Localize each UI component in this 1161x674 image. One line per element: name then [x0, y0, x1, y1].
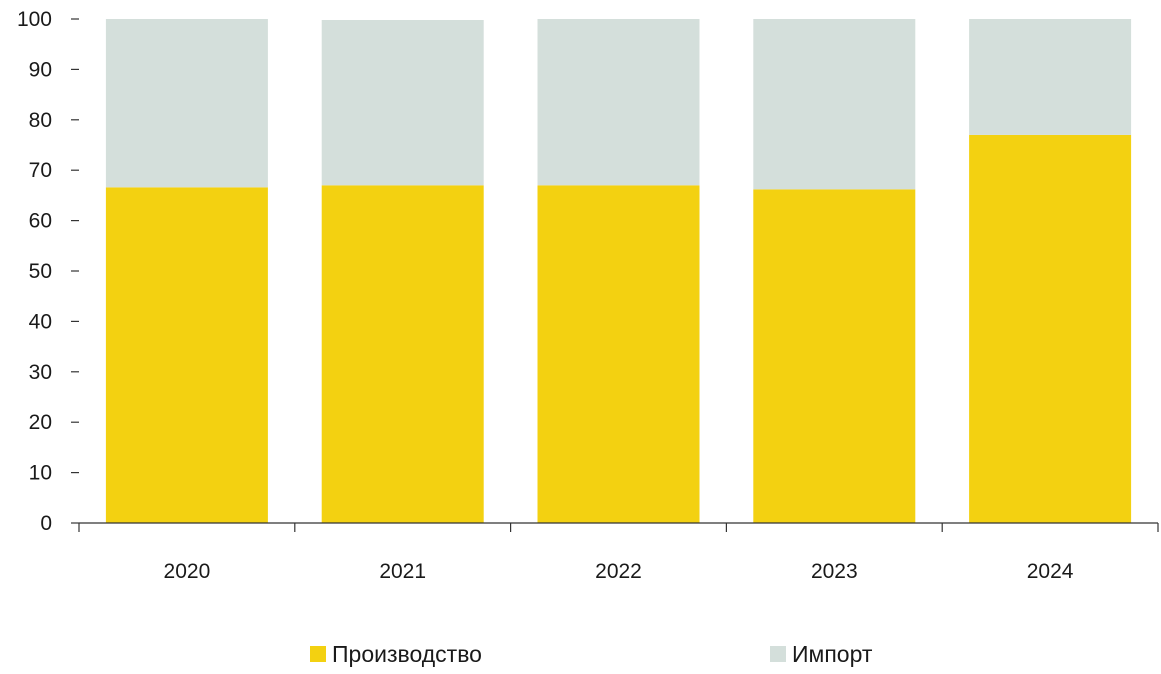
y-tick-label-50: 50: [29, 260, 52, 283]
x-tick-label-2021: 2021: [379, 560, 426, 583]
y-tick-label-0: 0: [40, 512, 52, 535]
legend-label-import: Импорт: [792, 641, 873, 667]
bar-production-2024: [969, 134, 1132, 524]
x-tick-label-2024: 2024: [1027, 560, 1074, 583]
bar-production-2022: [537, 185, 700, 523]
x-tick-label-2022: 2022: [595, 560, 642, 583]
bar-import-2023: [753, 19, 916, 190]
y-tick-label-60: 60: [29, 210, 52, 233]
bars-layer: [105, 19, 1132, 524]
y-tick-label-20: 20: [29, 411, 52, 434]
legend: Производство Импорт: [310, 641, 873, 667]
bar-import-2024: [969, 19, 1132, 135]
y-tick-label-30: 30: [29, 361, 52, 384]
y-tick-label-90: 90: [29, 58, 52, 81]
bar-production-2021: [321, 185, 484, 523]
bar-import-2022: [537, 19, 700, 186]
legend-swatch-production: [310, 646, 326, 662]
legend-swatch-import: [770, 646, 786, 662]
x-tick-label-2020: 2020: [164, 560, 211, 583]
bar-import-2021: [321, 20, 484, 186]
y-tick-label-10: 10: [29, 462, 52, 485]
legend-label-production: Производство: [332, 641, 482, 667]
bar-import-2020: [105, 19, 268, 188]
y-tick-label-100: 100: [17, 8, 52, 31]
y-tick-label-80: 80: [29, 109, 52, 132]
axes-layer: 2020 2021 2022 2023 2024 0 10 20 30 40 50 60 70 80 90 1…: [17, 8, 1159, 583]
y-tick-label-70: 70: [29, 159, 52, 182]
bar-production-2020: [105, 187, 268, 523]
bar-production-2023: [753, 189, 916, 523]
x-tick-label-2023: 2023: [811, 560, 858, 583]
y-tick-label-40: 40: [29, 310, 52, 333]
